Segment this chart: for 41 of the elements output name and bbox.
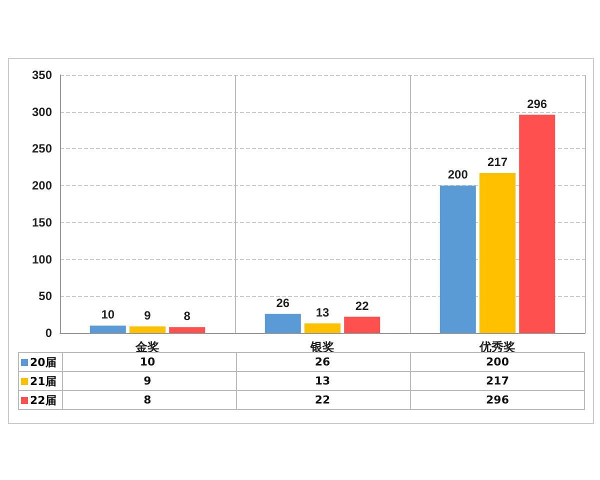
legend-label: 21届 (18, 372, 62, 390)
text: 200 (486, 356, 510, 368)
bar (304, 323, 340, 333)
data-label: 200 (448, 168, 468, 182)
data-label: 217 (487, 155, 508, 170)
text: 10 (140, 356, 156, 368)
bar (130, 326, 166, 333)
bar (519, 114, 556, 333)
text: 22 (314, 394, 330, 406)
bar (264, 314, 301, 333)
legend-label: 20届 (18, 352, 62, 372)
x-tick-label: 优秀奖 (478, 340, 516, 354)
bar (480, 173, 516, 333)
text: 26 (314, 356, 330, 368)
y-tick-label: 350 (32, 68, 52, 82)
y-tick-label: 150 (32, 215, 52, 230)
bar (440, 186, 476, 333)
data-label: 10 (101, 308, 115, 322)
text: 296 (486, 394, 510, 406)
legend-label: 22届 (18, 390, 62, 410)
data-label: 13 (316, 305, 330, 320)
y-tick-label: 100 (32, 252, 52, 266)
data-label: 296 (527, 96, 548, 111)
text: 13 (314, 374, 330, 388)
y-tick-label: 250 (32, 142, 52, 156)
data-label: 9 (144, 308, 152, 322)
x-tick-label: 银奖 (310, 340, 334, 354)
data-label: 26 (276, 296, 290, 310)
bar (90, 326, 126, 333)
bar (344, 316, 380, 333)
x-tick-label: 金奖 (134, 340, 160, 354)
y-tick-label: 200 (32, 178, 52, 193)
y-tick-label: 50 (38, 289, 52, 304)
text: 8 (144, 394, 152, 406)
y-tick-label: 0 (45, 326, 52, 340)
data-label: 8 (184, 309, 191, 324)
data-label: 22 (355, 298, 370, 313)
bar (169, 327, 206, 333)
text: 217 (486, 374, 509, 388)
text: 9 (144, 374, 152, 388)
y-tick-label: 300 (32, 104, 52, 119)
